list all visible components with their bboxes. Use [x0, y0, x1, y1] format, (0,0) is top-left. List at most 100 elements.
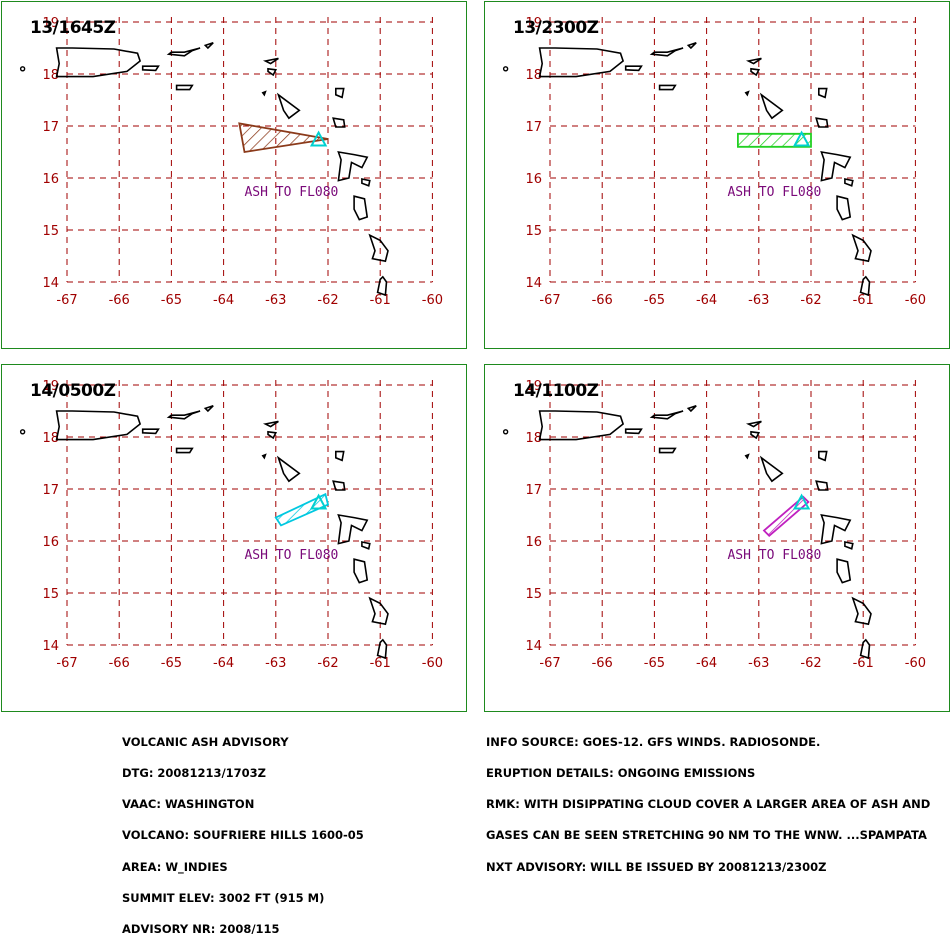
lat-tick-label: 17	[525, 483, 542, 498]
coastline	[262, 420, 279, 428]
lat-tick-label: 19	[42, 16, 59, 31]
map-canvas: -67 -66 -65 -64 -63 -62 -61 -60 19 18 17 16 15 14 ASH …	[502, 16, 926, 308]
lat-tick-label: 16	[42, 172, 59, 187]
coastline	[686, 405, 697, 413]
coastline	[175, 447, 194, 454]
lon-tick-label: -66	[592, 656, 613, 671]
ash-level-label: ASH TO FL080	[727, 548, 821, 563]
ash-cloud-area	[737, 132, 812, 148]
lon-tick-label: -64	[696, 656, 717, 671]
lon-tick-label: -62	[317, 656, 338, 671]
coastline	[361, 178, 371, 187]
coastline	[337, 150, 369, 182]
ash-level-label: ASH TO FL080	[244, 548, 338, 563]
ash-level-label: ASH TO FL080	[727, 185, 821, 200]
coastline	[658, 84, 677, 91]
coastline	[276, 92, 301, 120]
lon-tick-label: -61	[370, 293, 391, 308]
volcano-icon	[792, 493, 811, 510]
lat-tick-label: 14	[525, 276, 542, 291]
coastline	[55, 410, 142, 441]
lon-tick-label: -64	[696, 293, 717, 308]
forecast-panel-2: -67 -66 -65 -64 -63 -62 -61 -60 19 18 17 16 15 14 ASH …	[484, 1, 950, 349]
lon-tick-label: -61	[370, 656, 391, 671]
lon-tick-label: -60	[422, 656, 443, 671]
coastline	[337, 513, 369, 545]
lon-tick-label: -66	[592, 293, 613, 308]
lon-tick-label: -66	[109, 293, 130, 308]
lon-tick-label: -65	[644, 293, 665, 308]
lon-tick-label: -60	[422, 293, 443, 308]
lat-tick-label: 16	[42, 535, 59, 550]
advisory-details-block: INFO SOURCE: GOES-12. GFS WINDS. RADIOSO…	[486, 716, 930, 883]
coastline	[353, 195, 369, 221]
coastline	[844, 541, 854, 550]
advisory-line: ADVISORY NR: 2008/115	[122, 922, 280, 937]
map-canvas: -67 -66 -65 -64 -63 -62 -61 -60 19 18 17 16 15 14 ASH …	[502, 379, 926, 671]
coastline	[203, 42, 214, 50]
lat-tick-label: 18	[42, 68, 59, 83]
forecast-panel-3: -67 -66 -65 -64 -63 -62 -61 -60 19 18 17 16 15 14 ASH …	[1, 364, 467, 712]
coastline	[759, 92, 784, 120]
coastline	[267, 430, 278, 440]
lon-tick-label: -62	[317, 293, 338, 308]
coastline	[141, 65, 160, 72]
coastline	[19, 429, 26, 435]
coastline	[818, 87, 828, 99]
coastline	[859, 638, 871, 660]
lon-tick-label: -67	[539, 293, 560, 308]
coastline	[624, 65, 643, 72]
coastline	[818, 450, 828, 462]
coastline	[820, 150, 852, 182]
ash-cloud-area	[762, 495, 810, 538]
coastline	[538, 47, 625, 78]
coastline	[276, 455, 301, 483]
coastline	[368, 596, 389, 626]
lon-tick-label: -67	[56, 656, 77, 671]
lat-tick-label: 16	[525, 535, 542, 550]
advisory-line: INFO SOURCE: GOES-12. GFS WINDS. RADIOSO…	[486, 734, 821, 749]
coastline	[658, 447, 677, 454]
coastline	[335, 87, 345, 99]
panel-time-label: 14/1100Z	[513, 381, 599, 401]
lat-tick-label: 15	[525, 224, 542, 239]
coastline	[502, 66, 509, 72]
lat-tick-label: 19	[525, 16, 542, 31]
coastline	[203, 405, 214, 413]
coastline	[175, 84, 194, 91]
coastline	[335, 450, 345, 462]
lon-tick-label: -63	[748, 656, 769, 671]
lon-tick-label: -63	[748, 293, 769, 308]
ash-level-label: ASH TO FL080	[244, 185, 338, 200]
lon-tick-label: -67	[539, 656, 560, 671]
forecast-panel-4: -67 -66 -65 -64 -63 -62 -61 -60 19 18 17 16 15 14 ASH …	[484, 364, 950, 712]
lat-tick-label: 18	[525, 431, 542, 446]
coastline	[19, 66, 26, 72]
forecast-panel-1: -67 -66 -65 -64 -63 -62 -61 -60 19 18 17 16 15 14 ASH …	[1, 1, 467, 349]
volcano-icon	[792, 130, 811, 147]
coastline	[538, 410, 625, 441]
lon-tick-label: -60	[905, 293, 926, 308]
advisory-line: AREA: W_INDIES	[122, 859, 228, 874]
coastline	[844, 178, 854, 187]
coastline	[836, 195, 852, 221]
coastline	[649, 47, 684, 57]
lon-tick-label: -64	[213, 293, 234, 308]
coastline	[376, 638, 388, 660]
lat-tick-label: 14	[525, 639, 542, 654]
coastline	[502, 429, 509, 435]
coastline	[649, 410, 684, 420]
coastline	[261, 453, 267, 460]
ash-cloud-area	[238, 122, 329, 154]
coastline	[750, 67, 761, 77]
coastline	[368, 233, 389, 263]
lat-tick-label: 17	[42, 120, 59, 135]
lon-tick-label: -63	[265, 656, 286, 671]
coastline	[624, 428, 643, 435]
lon-tick-label: -65	[644, 656, 665, 671]
lat-tick-label: 14	[42, 276, 59, 291]
lat-tick-label: 19	[525, 379, 542, 394]
coastline	[332, 480, 346, 491]
lat-tick-label: 15	[42, 587, 59, 602]
lat-tick-label: 14	[42, 639, 59, 654]
